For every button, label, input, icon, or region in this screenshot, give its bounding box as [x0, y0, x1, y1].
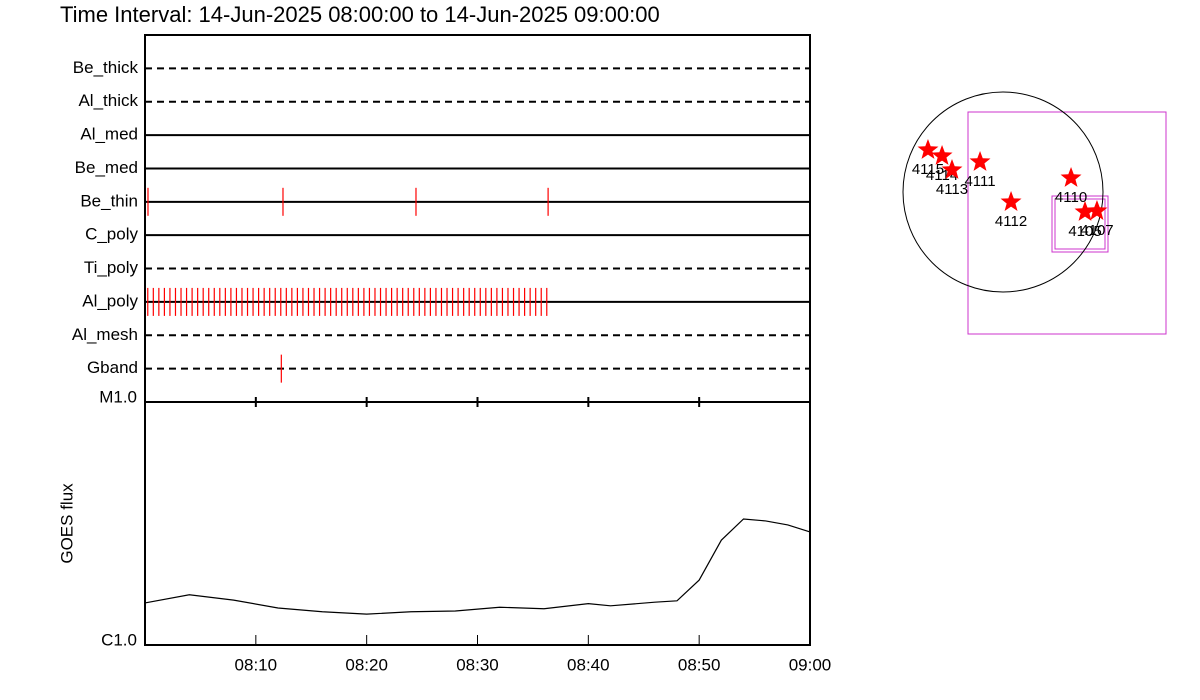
region-star	[1000, 191, 1022, 211]
y-tick-label: M1.0	[99, 387, 137, 406]
row-label: Ti_poly	[84, 258, 139, 277]
x-tick-label: 08:30	[456, 655, 499, 674]
x-tick-label: 08:50	[678, 655, 721, 674]
x-tick-label: 08:10	[235, 655, 278, 674]
row-label: Al_thick	[78, 91, 138, 110]
region-star	[1074, 201, 1096, 221]
x-tick-label: 08:20	[345, 655, 388, 674]
row-label: Be_med	[75, 158, 138, 177]
region-star	[941, 158, 963, 179]
row-label: Al_med	[80, 125, 138, 144]
y-axis-label: GOES flux	[57, 483, 76, 564]
fov-box	[967, 111, 1167, 335]
region-label: 4113	[936, 181, 968, 198]
row-label: Be_thin	[80, 191, 138, 210]
row-label: Be_thick	[73, 58, 139, 77]
fov-box	[1051, 195, 1109, 253]
timeline-frame	[144, 34, 811, 403]
region-label: 4110	[1055, 189, 1087, 206]
x-tick-label: 09:00	[789, 655, 832, 674]
region-label: 4111	[964, 173, 995, 190]
row-label: Al_poly	[82, 291, 138, 310]
row-label: Gband	[87, 358, 138, 377]
region-label: 4112	[995, 213, 1027, 230]
region-star	[1086, 200, 1108, 220]
y-tick-label: C1.0	[101, 630, 137, 649]
region-label: 4105	[1068, 223, 1101, 240]
region-label: 4107	[1080, 222, 1113, 239]
region-star	[969, 150, 991, 171]
goes-curve	[144, 518, 811, 615]
region-star	[931, 145, 953, 165]
region-star	[1060, 167, 1082, 187]
row-label: C_poly	[85, 225, 138, 244]
region-star	[917, 138, 939, 159]
chart-title: Time Interval: 14-Jun-2025 08:00:00 to 1…	[60, 2, 660, 27]
region-label: 4115	[912, 161, 944, 178]
solar-disk	[902, 91, 1104, 293]
fov-box	[1054, 198, 1106, 250]
row-label: Al_mesh	[72, 325, 138, 344]
x-tick-label: 08:40	[567, 655, 610, 674]
